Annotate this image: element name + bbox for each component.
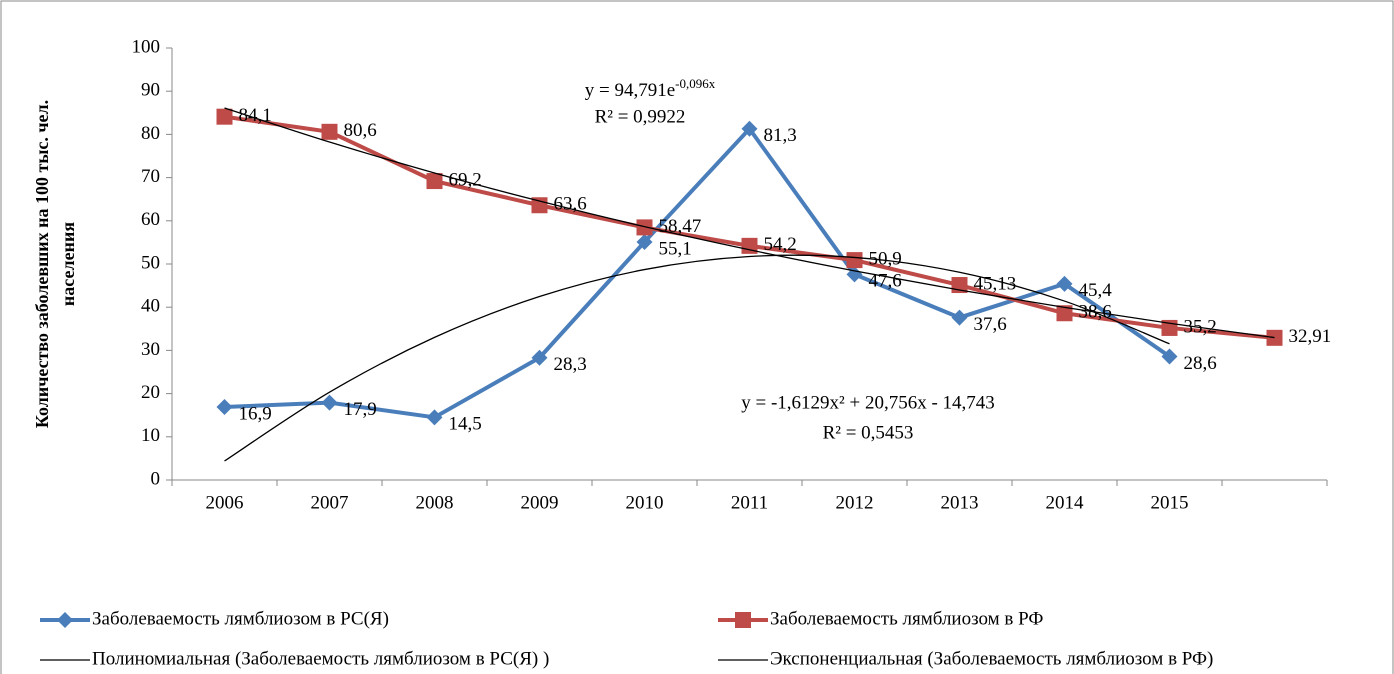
data-label: 35,2 bbox=[1184, 316, 1217, 337]
marker bbox=[741, 120, 758, 137]
y-tick-label: 40 bbox=[141, 296, 160, 317]
y-axis-label: населения bbox=[58, 222, 78, 306]
marker bbox=[1056, 275, 1073, 292]
marker bbox=[216, 108, 233, 125]
marker bbox=[216, 398, 233, 415]
marker bbox=[636, 233, 653, 250]
marker bbox=[636, 219, 653, 236]
marker bbox=[1161, 348, 1178, 365]
data-label: 84,1 bbox=[239, 105, 272, 126]
legend-label: Экспоненциальная (Заболеваемость лямблио… bbox=[770, 648, 1213, 669]
x-tick-label: 2011 bbox=[731, 492, 768, 513]
marker bbox=[735, 612, 751, 628]
r-squared: R² = 0,5453 bbox=[823, 422, 914, 443]
data-label: 32,91 bbox=[1289, 326, 1332, 347]
equation-superscript: -0,096x bbox=[675, 76, 716, 91]
x-tick-label: 2014 bbox=[1046, 492, 1085, 513]
data-label: 55,1 bbox=[659, 238, 692, 259]
marker bbox=[531, 349, 548, 366]
equation: y = 94,791e-0,096x bbox=[585, 76, 716, 101]
equation: y = -1,6129x² + 20,756x - 14,743 bbox=[741, 392, 995, 413]
x-tick-label: 2009 bbox=[521, 492, 559, 513]
marker bbox=[426, 409, 443, 426]
marker bbox=[426, 173, 443, 190]
x-tick-label: 2010 bbox=[626, 492, 664, 513]
marker bbox=[741, 237, 758, 254]
x-tick-label: 2007 bbox=[311, 492, 349, 513]
data-label: 69,2 bbox=[449, 169, 482, 190]
legend-label: Заболеваемость лямблиозом в РФ bbox=[770, 608, 1043, 629]
trendline bbox=[224, 107, 1275, 339]
y-tick-label: 70 bbox=[141, 166, 160, 187]
y-tick-label: 100 bbox=[132, 36, 161, 57]
line bbox=[224, 114, 1275, 340]
data-label: 58,47 bbox=[659, 216, 702, 237]
marker bbox=[951, 309, 968, 326]
data-label: 37,6 bbox=[974, 314, 1007, 335]
y-tick-label: 0 bbox=[151, 468, 161, 489]
y-tick-label: 10 bbox=[141, 425, 160, 446]
marker bbox=[321, 123, 338, 140]
x-tick-label: 2006 bbox=[206, 492, 244, 513]
data-label: 28,6 bbox=[1184, 353, 1217, 374]
y-tick-label: 90 bbox=[141, 80, 160, 101]
x-tick-label: 2013 bbox=[941, 492, 979, 513]
marker bbox=[531, 197, 548, 214]
data-label: 45,13 bbox=[974, 273, 1017, 294]
data-label: 50,9 bbox=[869, 248, 902, 269]
data-label: 81,3 bbox=[764, 125, 797, 146]
data-label: 16,9 bbox=[239, 403, 272, 424]
line bbox=[224, 125, 1171, 420]
marker bbox=[1266, 329, 1283, 346]
data-label: 63,6 bbox=[554, 194, 587, 215]
legend-label: Заболеваемость лямблиозом в РС(Я) bbox=[92, 608, 389, 629]
data-label: 14,5 bbox=[449, 414, 482, 435]
y-tick-label: 20 bbox=[141, 382, 160, 403]
equation-text: y = 94,791e bbox=[585, 80, 675, 101]
x-tick-label: 2012 bbox=[836, 492, 874, 513]
data-label: 17,9 bbox=[344, 399, 377, 420]
data-label: 54,2 bbox=[764, 234, 797, 255]
data-label: 28,3 bbox=[554, 354, 587, 375]
marker bbox=[846, 252, 863, 269]
y-tick-label: 80 bbox=[141, 123, 160, 144]
y-axis-label: Количество заболевших на 100 тыс. чел. bbox=[32, 100, 52, 428]
data-label: 47,6 bbox=[869, 271, 902, 292]
y-tick-label: 60 bbox=[141, 209, 160, 230]
x-tick-label: 2008 bbox=[416, 492, 454, 513]
y-tick-label: 50 bbox=[141, 252, 160, 273]
r-squared: R² = 0,9922 bbox=[595, 106, 686, 127]
trendline bbox=[224, 254, 1170, 462]
legend-label: Полиномиальная (Заболеваемость лямблиозо… bbox=[92, 648, 549, 669]
x-tick-label: 2015 bbox=[1151, 492, 1189, 513]
marker bbox=[321, 394, 338, 411]
data-label: 45,4 bbox=[1079, 280, 1113, 301]
data-label: 80,6 bbox=[344, 120, 377, 141]
marker bbox=[57, 612, 73, 628]
y-tick-label: 30 bbox=[141, 339, 160, 360]
marker bbox=[1056, 305, 1073, 322]
